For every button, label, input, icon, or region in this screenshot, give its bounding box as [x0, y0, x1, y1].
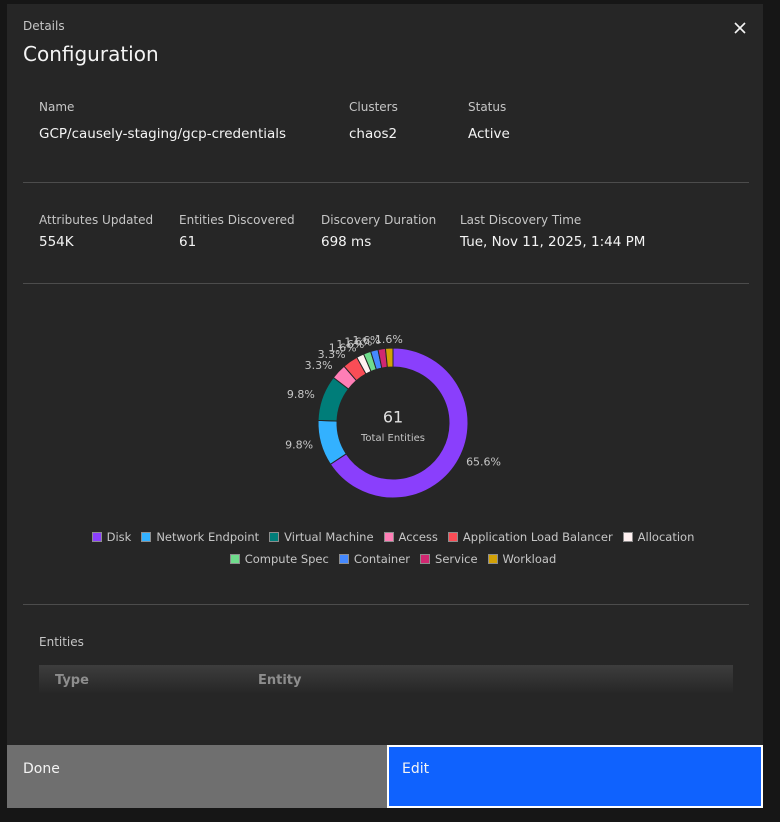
legend-label: Access [398, 530, 438, 544]
legend-swatch [141, 532, 152, 542]
legend-label: Service [435, 552, 478, 566]
edit-button[interactable]: Edit [387, 745, 763, 808]
legend-swatch [338, 554, 349, 564]
legend-item: Service [420, 552, 478, 566]
modal-subtitle: Details [23, 19, 65, 33]
legend-item: Workload [487, 552, 557, 566]
column-header: Entity [258, 673, 302, 688]
legend-swatch [229, 554, 240, 564]
field-value: chaos2 [349, 126, 398, 142]
legend-label: Disk [106, 530, 132, 544]
field-label: Clusters [349, 100, 398, 114]
data-label: 3.3% [318, 348, 346, 361]
button-label: Done [23, 761, 60, 777]
donut-segment [329, 347, 469, 499]
legend-item: Application Load Balancer [447, 530, 613, 544]
stat-value: Tue, Nov 11, 2025, 1:44 PM [460, 234, 646, 250]
divider [23, 283, 749, 284]
column-header: Type [55, 673, 89, 688]
total-value: 61 [383, 408, 403, 427]
legend-label: Allocation [637, 530, 695, 544]
legend: Disk Network Endpoint Virtual Machine Acces… [43, 530, 743, 566]
close-button[interactable] [732, 20, 748, 36]
section-title: Entities [39, 635, 84, 649]
legend-swatch [91, 532, 102, 542]
legend-item: Access [383, 530, 438, 544]
data-label: 3.3% [305, 359, 333, 372]
stat-value: 698 ms [321, 234, 372, 250]
legend-swatch [383, 532, 394, 542]
legend-swatch [487, 554, 498, 564]
field-value: GCP/causely-staging/gcp-credentials [39, 126, 287, 142]
data-label: 1.6% [329, 341, 357, 354]
field-label: Name [39, 100, 75, 114]
data-label: 9.8% [287, 388, 315, 401]
legend-swatch [269, 532, 280, 542]
legend-item: Virtual Machine [269, 530, 374, 544]
legend-label: Compute Spec [244, 552, 329, 566]
modal-title: Configuration [23, 42, 159, 66]
legend-label: Workload [502, 552, 557, 566]
donut-segment [384, 347, 394, 368]
field-value: Active [468, 126, 510, 142]
legend-item: Container [338, 552, 411, 566]
data-label: 1.6% [336, 338, 364, 351]
legend-item: Compute Spec [229, 552, 329, 566]
legend-item: Network Endpoint [141, 530, 259, 544]
done-button[interactable]: Done [7, 745, 387, 808]
legend-label: Container [353, 552, 411, 566]
legend-label: Application Load Balancer [462, 530, 613, 544]
stat-value: 554K [39, 234, 74, 250]
donut-chart: 65.6%9.8%9.8%3.3%3.3%1.6%1.6%1.6%1.6%1.6… [285, 333, 501, 499]
total-label: Total Entities [360, 433, 425, 444]
legend-item: Disk [91, 530, 132, 544]
divider [23, 604, 749, 605]
legend-swatch [420, 554, 431, 564]
legend-item: Allocation [622, 530, 695, 544]
legend-swatch [447, 532, 458, 542]
data-label: 1.6% [353, 334, 381, 347]
stat-value: 61 [179, 234, 197, 250]
stat-label: Entities Discovered [179, 213, 295, 227]
legend-label: Network Endpoint [156, 530, 260, 544]
data-label: 65.6% [466, 455, 501, 468]
data-label: 1.6% [375, 333, 403, 346]
divider [23, 182, 749, 183]
stat-label: Attributes Updated [39, 213, 154, 227]
field-label: Status [468, 100, 507, 114]
data-label: 1.6% [344, 336, 372, 349]
stat-label: Discovery Duration [321, 213, 437, 227]
legend-swatch [622, 532, 633, 542]
stat-label: Last Discovery Time [460, 213, 582, 227]
button-label: Edit [402, 761, 430, 777]
table-header: Type Entity [39, 665, 733, 694]
data-label: 9.8% [285, 438, 313, 451]
legend-label: Virtual Machine [284, 530, 374, 544]
